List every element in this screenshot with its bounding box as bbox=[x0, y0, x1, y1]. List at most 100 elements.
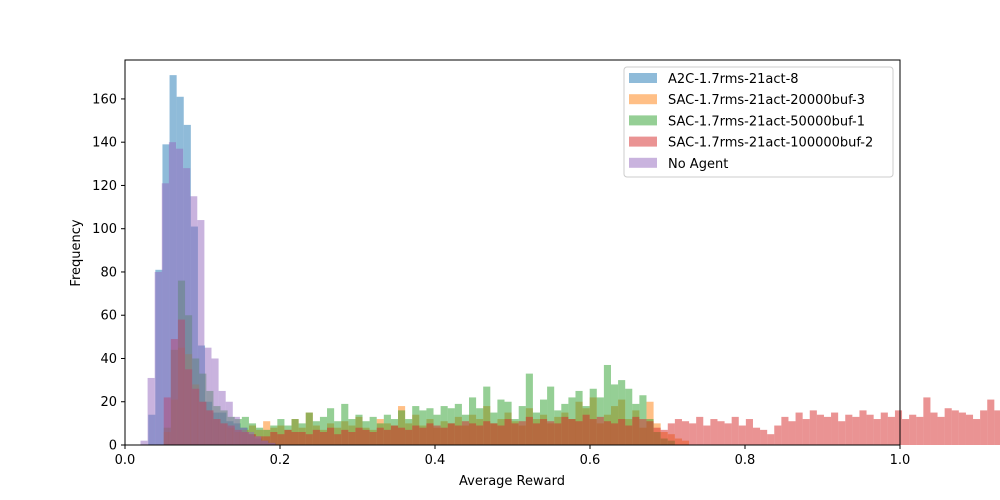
histogram-bar bbox=[419, 410, 427, 445]
y-axis-ticks: 0 20 40 60 80 100 120 140 160 bbox=[92, 92, 125, 454]
y-tick-label: 20 bbox=[100, 395, 117, 410]
histogram-bar bbox=[369, 416, 377, 445]
histogram-bar bbox=[582, 414, 590, 445]
histogram-bar bbox=[575, 421, 583, 445]
plot-frame bbox=[124, 59, 901, 446]
histogram-bar bbox=[239, 427, 247, 445]
histogram-bar bbox=[154, 271, 162, 445]
histogram-bar bbox=[327, 408, 335, 445]
histogram-bar bbox=[788, 421, 796, 445]
histogram-bar bbox=[232, 416, 240, 445]
histogram-bar bbox=[183, 168, 191, 445]
x-tick-label: 0.6 bbox=[580, 453, 601, 468]
histogram-bar bbox=[540, 419, 548, 445]
legend-entry-label: SAC-1.7rms-21act-100000buf-2 bbox=[668, 136, 873, 151]
histogram-bar bbox=[176, 148, 184, 445]
histogram-bar bbox=[596, 416, 604, 445]
histogram-bar bbox=[625, 388, 633, 445]
legend-box bbox=[623, 66, 894, 178]
legend-swatch bbox=[629, 73, 657, 83]
histogram-bar bbox=[639, 419, 647, 445]
histogram-bar bbox=[965, 414, 974, 445]
histogram-bar bbox=[483, 386, 491, 445]
y-axis-label: Frequency bbox=[69, 219, 84, 286]
x-axis-label: Average Reward bbox=[459, 474, 565, 489]
histogram-bar bbox=[447, 423, 455, 445]
x-tick-label: 0.4 bbox=[425, 453, 446, 468]
histogram-bar bbox=[703, 425, 711, 445]
histogram-bar bbox=[987, 399, 995, 445]
histogram-bar bbox=[774, 425, 782, 445]
legend-swatch bbox=[629, 136, 657, 147]
histogram-bar bbox=[944, 408, 952, 445]
histogram-bar bbox=[334, 421, 342, 445]
histogram-bar bbox=[760, 429, 768, 445]
legend-entry-label: A2C-1.7rms-21act-8 bbox=[668, 72, 799, 87]
legend-swatch bbox=[629, 157, 657, 168]
histogram-bar bbox=[476, 425, 484, 445]
histogram-bar bbox=[511, 423, 519, 445]
histogram-bar bbox=[653, 427, 661, 445]
histogram-bar bbox=[618, 380, 626, 445]
x-tick-label: 0.2 bbox=[270, 453, 291, 468]
histogram-bar bbox=[681, 421, 690, 445]
y-tick-label: 80 bbox=[100, 265, 117, 280]
histogram-bar bbox=[383, 429, 391, 445]
histogram-bar bbox=[218, 390, 226, 445]
histogram-bar bbox=[561, 416, 569, 445]
histogram-bar bbox=[859, 410, 867, 445]
histogram-bar bbox=[973, 419, 981, 445]
histogram-bar bbox=[603, 421, 611, 445]
histogram-bar bbox=[246, 432, 255, 445]
histogram-bar bbox=[745, 419, 753, 445]
y-tick-label: 160 bbox=[92, 92, 117, 107]
histogram-bar bbox=[738, 425, 746, 445]
histogram-bar bbox=[674, 419, 682, 445]
histogram-bar bbox=[291, 432, 299, 445]
axes-border bbox=[124, 59, 901, 446]
x-tick-label: 1.0 bbox=[890, 453, 911, 468]
histogram-bar bbox=[497, 399, 505, 445]
histogram-bar bbox=[483, 421, 491, 445]
histogram-bar bbox=[140, 440, 148, 445]
histogram-bar bbox=[518, 421, 526, 445]
histogram-bar bbox=[610, 384, 619, 445]
y-tick-label: 0 bbox=[109, 439, 117, 454]
histogram-bar bbox=[497, 425, 505, 445]
histogram-bar bbox=[355, 427, 363, 445]
histogram-bar bbox=[958, 412, 966, 445]
histogram-bar bbox=[197, 220, 205, 445]
histogram-bar bbox=[419, 427, 427, 445]
histogram-bar bbox=[909, 414, 917, 445]
histogram-bar bbox=[689, 423, 697, 445]
histogram-bar bbox=[547, 421, 555, 445]
histogram-bar bbox=[610, 423, 619, 445]
histogram-bar bbox=[532, 423, 540, 445]
x-tick-label: 0.0 bbox=[115, 453, 136, 468]
histogram-bar bbox=[147, 377, 155, 445]
histogram-bar bbox=[887, 416, 895, 445]
histogram-bar bbox=[161, 183, 169, 446]
histogram-bar bbox=[319, 416, 328, 445]
histogram-bar bbox=[341, 429, 349, 445]
histogram-bar bbox=[433, 425, 441, 445]
legend-entry-label: No Agent bbox=[668, 157, 728, 172]
histogram-bar bbox=[930, 412, 938, 445]
histogram-bar bbox=[603, 364, 611, 445]
histogram-bar bbox=[319, 432, 328, 445]
histogram-bar bbox=[845, 414, 853, 445]
histogram-bar bbox=[547, 386, 555, 445]
histogram-bar bbox=[781, 416, 789, 445]
histogram-bar bbox=[225, 401, 233, 445]
y-tick-label: 100 bbox=[92, 222, 117, 237]
y-tick-label: 140 bbox=[92, 136, 117, 151]
histogram-bar bbox=[204, 347, 212, 445]
histogram-bar bbox=[795, 412, 803, 445]
histogram-bar bbox=[802, 419, 810, 445]
histogram-bar bbox=[277, 419, 285, 445]
x-tick-label: 0.8 bbox=[735, 453, 756, 468]
legend-swatch bbox=[629, 115, 657, 126]
legend-entry-label: SAC-1.7rms-21act-50000buf-1 bbox=[668, 114, 865, 129]
histogram-bar bbox=[660, 429, 668, 445]
